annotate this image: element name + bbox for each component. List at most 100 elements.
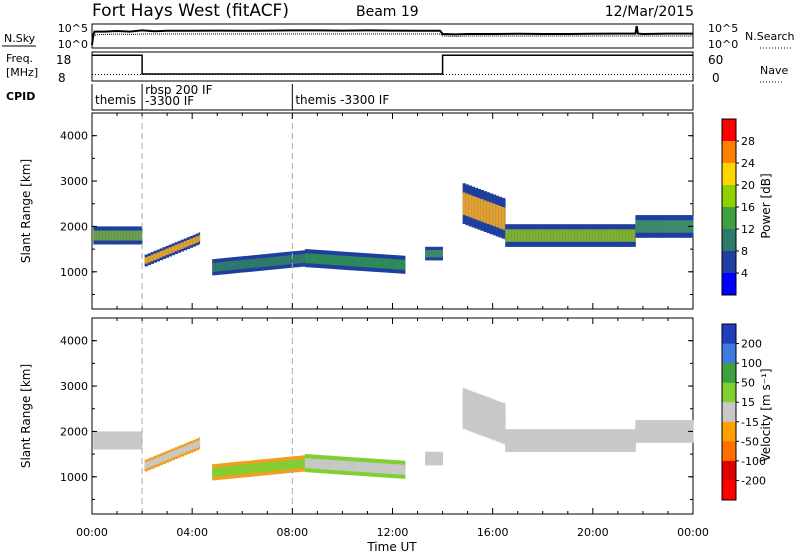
data-cell [635,425,639,438]
data-cell [316,459,321,469]
data-cell [492,408,497,432]
data-cell [322,254,327,265]
time-tick-label: 08:00 [276,526,308,539]
data-cell [319,254,324,265]
data-cell [616,434,620,447]
data-cell [239,260,243,270]
data-cell [343,460,348,471]
data-cell [150,254,154,262]
data-cell [165,248,169,255]
data-cell [352,461,357,472]
y-tick-label: 2000 [60,220,88,233]
data-cell [281,461,285,470]
data-cell [656,220,660,233]
colorbar-swatch [722,441,736,462]
data-cell [168,247,172,254]
data-cell [340,460,345,471]
data-cell [559,229,563,242]
data-cell [266,257,270,267]
data-cell [377,258,381,269]
data-cell [562,229,566,242]
data-cell [535,434,539,447]
y-tick-label: 3000 [60,175,88,188]
data-cell [183,446,188,453]
freq-line [92,54,693,75]
data-cell [592,229,596,242]
data-cell [358,256,363,267]
data-cell [105,230,109,241]
data-cell [483,405,488,428]
station-title: Fort Hays West (fitACF) [92,1,289,21]
data-cell [428,454,432,463]
data-cell [135,435,139,446]
data-cell [547,229,551,242]
data-cell [544,434,548,447]
data-cell [215,262,219,272]
data-cell [486,201,491,224]
data-cell [401,464,405,475]
data-cell [553,434,557,447]
data-cell [428,249,432,258]
data-cell [434,249,438,258]
data-cell [586,434,590,447]
data-cell [520,229,524,242]
data-cell [147,461,151,468]
data-cell [346,461,351,472]
data-cell [504,208,506,231]
data-cell [404,464,406,475]
data-cell [526,434,530,447]
data-cell [371,257,375,268]
data-cell [227,466,231,476]
y-tick-label: 3000 [60,380,88,393]
data-cell [622,229,626,242]
colorbar-swatch [722,460,736,481]
data-cell [153,253,157,260]
power-axes: 1000 2000 3000 4000 [60,113,694,309]
data-cell [671,425,675,438]
data-cell [275,461,279,471]
power-colorbar-label: Power [dB] [759,173,773,238]
freq-ytick-bottom: 8 [58,71,66,85]
data-cell [389,258,393,269]
data-cell [361,462,366,473]
data-cell [541,229,545,242]
data-cell [574,229,578,242]
colorbar-tick-label: 8 [741,245,748,258]
data-cell [437,454,441,463]
data-cell [532,229,536,242]
data-cell [532,434,536,447]
data-cell [559,434,563,447]
data-cell [177,448,181,456]
data-cell [613,229,617,242]
data-cell [111,435,115,446]
colorbar-tick-label: 24 [741,157,755,170]
data-cell [248,259,252,269]
y-tick-label: 4000 [60,130,88,143]
data-cell [628,229,632,242]
data-cell [489,407,494,431]
power-colorbar: 28 24 20 16 12 8 4 [721,118,755,296]
data-cell [150,459,154,467]
data-cell [361,257,366,268]
y-tick-label: 1000 [60,471,88,484]
colorbar-swatch [722,363,736,384]
data-cell [319,459,324,470]
data-cell [434,454,438,463]
data-cell [233,465,237,475]
data-cell [665,425,669,438]
data-cell [334,255,339,266]
data-cell [565,229,569,242]
data-cell [613,434,617,447]
data-cell [218,467,222,477]
data-cell [668,220,672,233]
data-cell [607,229,611,242]
data-cell [568,434,572,447]
data-cell [659,425,663,438]
data-cell [562,434,566,447]
data-cell [281,256,285,265]
noise-ytick-top-left: 10^5 [58,22,88,35]
power-data [93,183,694,276]
data-cell [144,462,148,469]
data-cell [132,230,136,241]
data-cell [325,459,330,470]
